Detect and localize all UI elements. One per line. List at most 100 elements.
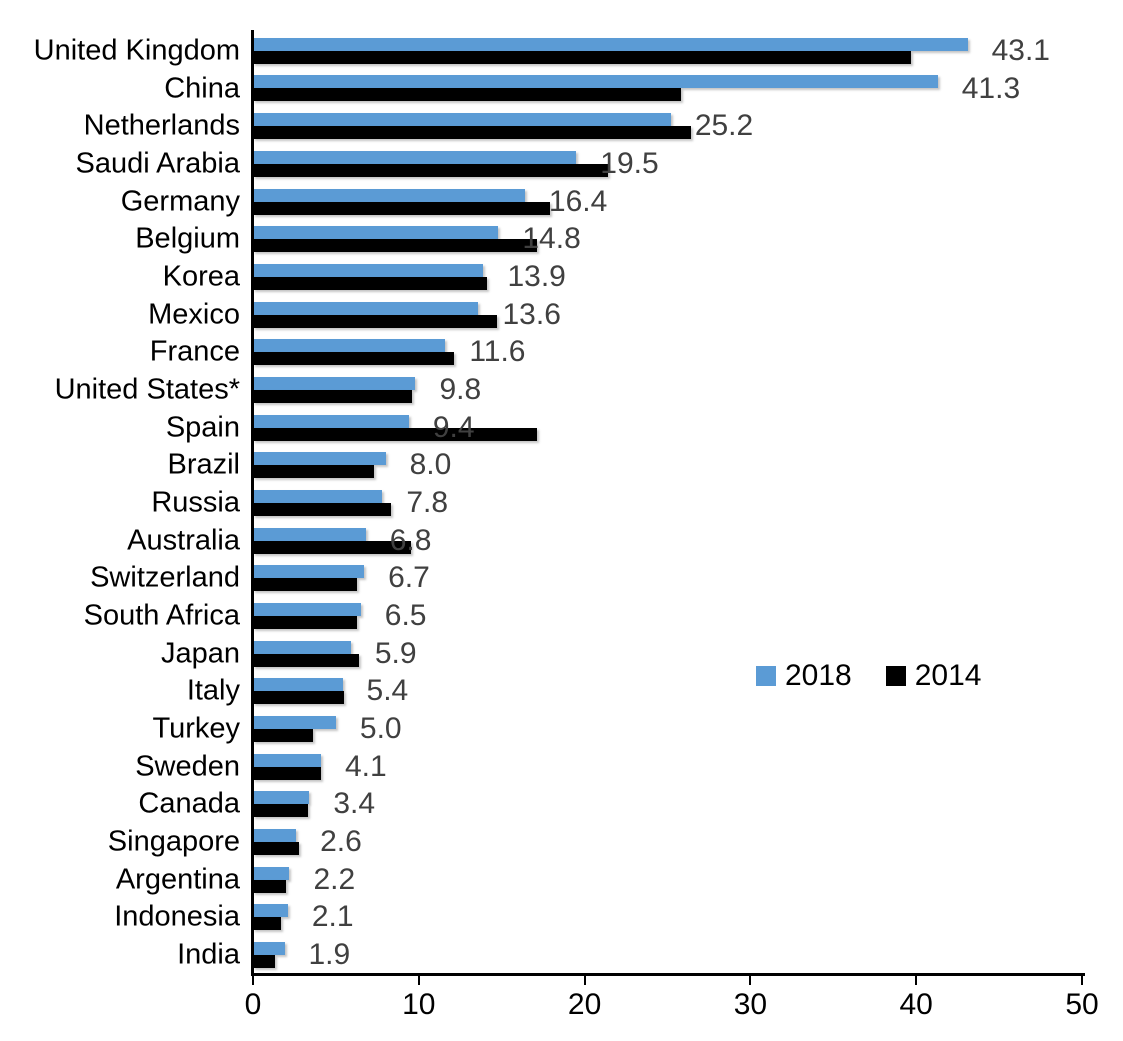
bar-2018 <box>253 263 484 277</box>
chart-row: United States* 9.8 <box>0 371 1123 409</box>
category-label: Turkey <box>152 712 240 745</box>
chart-row: Spain 9.4 <box>0 409 1123 447</box>
legend-swatch-2014 <box>885 666 906 686</box>
bar-2014 <box>253 578 358 592</box>
bar-2018 <box>253 376 416 390</box>
value-label: 5.4 <box>366 674 409 708</box>
category-label: China <box>164 72 240 104</box>
bar-2014 <box>253 201 550 215</box>
category-label: Netherlands <box>83 109 240 142</box>
bar-2018 <box>253 904 288 918</box>
x-tick <box>583 976 586 985</box>
bar-2018 <box>253 489 383 503</box>
bar-2014 <box>253 239 537 253</box>
category-label: Switzerland <box>90 561 240 594</box>
value-label: 2.6 <box>320 825 362 859</box>
category-label: Belgium <box>135 222 240 255</box>
category-label: Italy <box>186 674 240 707</box>
x-tick <box>1081 976 1083 985</box>
chart-row: Switzerland 6.7 <box>0 560 1123 598</box>
legend-entry-2014: 2014 <box>885 659 982 693</box>
bar-2014 <box>253 50 912 64</box>
value-label: 11.6 <box>469 335 526 369</box>
bar-2018 <box>253 301 479 315</box>
bar-2018 <box>253 791 310 805</box>
chart-row: Singapore 2.6 <box>0 823 1123 861</box>
category-label: United States* <box>54 373 240 406</box>
chart-row: France 11.6 <box>0 333 1123 371</box>
value-label: 6.7 <box>388 561 430 595</box>
x-tick <box>252 976 254 985</box>
chart-row: Sweden 4.1 <box>0 748 1123 786</box>
x-axis-line <box>251 973 1085 976</box>
value-label: 5.9 <box>374 636 417 670</box>
value-label: 13.9 <box>507 259 566 293</box>
bar-2018 <box>253 226 499 240</box>
chart-row: Japan 5.9 <box>0 635 1123 673</box>
bar-2018 <box>253 527 366 541</box>
chart-row: Argentina 2.2 <box>0 861 1123 899</box>
bar-2018 <box>253 75 938 89</box>
chart-row: South Africa 6.5 <box>0 597 1123 635</box>
legend-swatch-2018 <box>756 666 776 686</box>
bar-2014 <box>253 917 282 931</box>
category-label: Russia <box>151 486 240 519</box>
bar-2018 <box>253 414 409 428</box>
bar-2018 <box>253 150 577 164</box>
chart-row: Belgium 14.8 <box>0 220 1123 258</box>
value-label: 9.4 <box>432 410 475 444</box>
x-tick-label: 40 <box>899 988 933 1021</box>
value-label: 25.2 <box>694 109 754 143</box>
bar-2014 <box>253 842 300 856</box>
chart-row: Russia 7.8 <box>0 484 1123 522</box>
category-label: Argentina <box>115 863 240 896</box>
bar-2014 <box>253 766 321 780</box>
category-label: Spain <box>165 411 240 444</box>
value-label: 5.0 <box>359 712 402 746</box>
category-label: France <box>149 335 240 368</box>
legend-entry-2018: 2018 <box>756 659 852 693</box>
value-label: 13.6 <box>502 297 561 331</box>
value-label: 6.5 <box>384 599 427 633</box>
value-label: 2.1 <box>311 900 354 934</box>
category-label: South Africa <box>83 599 240 632</box>
chart-row: India 1.9 <box>0 936 1123 974</box>
x-tick <box>749 976 752 985</box>
bar-2014 <box>253 126 691 140</box>
value-label: 43.1 <box>991 33 1050 67</box>
x-tick-label: 50 <box>1065 988 1099 1021</box>
chart-row: Canada 3.4 <box>0 786 1123 824</box>
chart-row: Italy 5.4 <box>0 673 1123 711</box>
legend: 2018 2014 <box>756 659 982 693</box>
chart-row: Indonesia 2.1 <box>0 899 1123 937</box>
bar-2014 <box>253 879 287 893</box>
category-label: Mexico <box>148 298 240 331</box>
value-label: 14.8 <box>522 222 581 256</box>
category-label: Sweden <box>135 750 240 783</box>
bar-2014 <box>253 427 537 441</box>
bar-2018 <box>253 565 365 579</box>
value-label: 6.8 <box>389 523 432 557</box>
bar-2018 <box>253 37 968 51</box>
chart-row: Germany 16.4 <box>0 183 1123 221</box>
value-label: 8.0 <box>409 448 452 482</box>
bar-2018 <box>253 113 671 127</box>
bar-2014 <box>253 352 454 366</box>
bar-2014 <box>253 955 275 969</box>
chart-row: Korea 13.9 <box>0 258 1123 296</box>
x-tick-label: 20 <box>567 988 602 1021</box>
chart-row: Saudi Arabia 19.5 <box>0 145 1123 183</box>
category-label: Saudi Arabia <box>75 147 240 180</box>
value-label: 4.1 <box>344 749 387 783</box>
x-tick-label: 10 <box>402 988 436 1021</box>
bar-2018 <box>253 942 285 956</box>
bar-2018 <box>253 829 297 843</box>
bar-2014 <box>253 163 608 177</box>
value-label: 7.8 <box>406 485 449 519</box>
chart-row: Brazil 8.0 <box>0 446 1123 484</box>
value-label: 1.9 <box>308 938 351 972</box>
bar-2018 <box>253 339 446 353</box>
chart-row: China 41.3 <box>0 70 1123 108</box>
x-tick <box>417 976 420 985</box>
